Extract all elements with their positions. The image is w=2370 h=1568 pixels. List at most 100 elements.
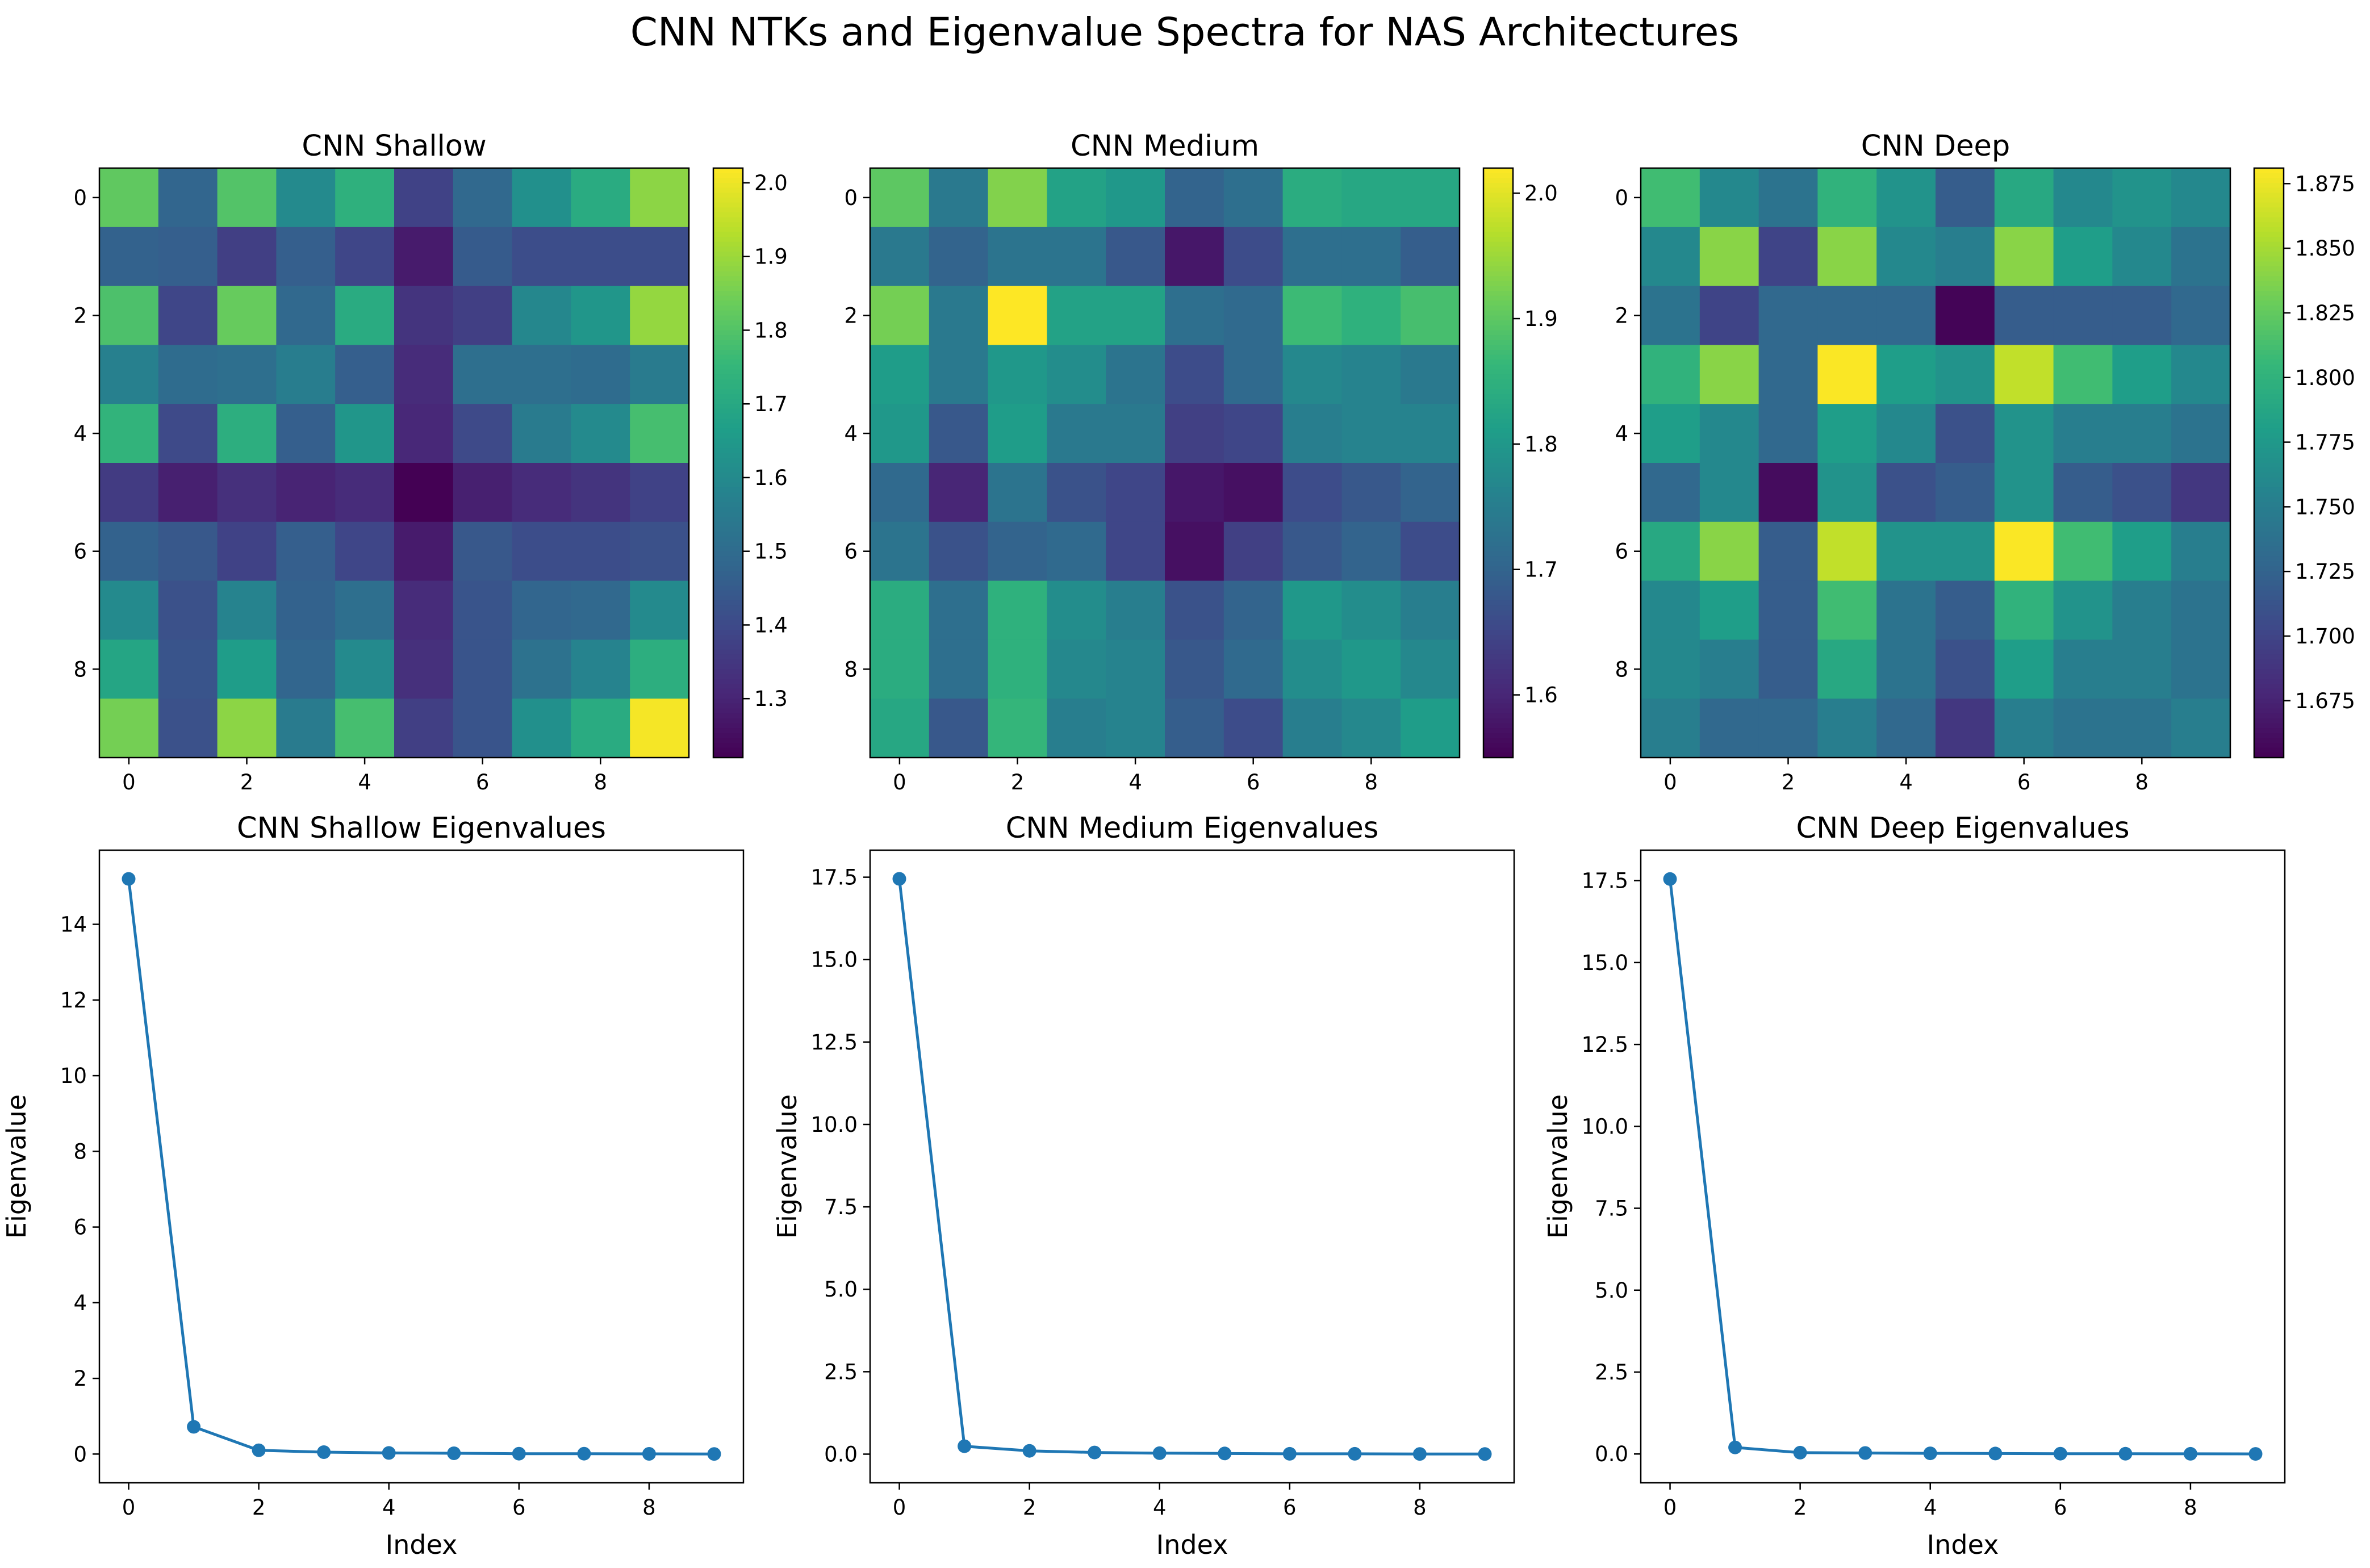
y-tick-label: 7.5	[1595, 1197, 1628, 1221]
colorbar-segment	[713, 178, 743, 183]
heatmap-cell	[2171, 580, 2231, 640]
colorbar-segment	[713, 541, 743, 547]
colorbar-segment	[1483, 492, 1513, 498]
heatmap-cell	[870, 286, 930, 345]
colorbar-segment	[1483, 561, 1513, 567]
colorbar-segment	[2254, 571, 2284, 576]
colorbar-segment	[1483, 699, 1513, 704]
colorbar-segment	[1483, 345, 1513, 350]
heatmap-cell	[1876, 580, 1936, 640]
colorbar-tick-label: 1.775	[2295, 430, 2355, 455]
colorbar-segment	[2254, 359, 2284, 365]
colorbar-segment	[2254, 551, 2284, 557]
colorbar-segment	[713, 306, 743, 311]
colorbar-segment	[2254, 467, 2284, 473]
heatmap-cell	[1641, 404, 1700, 463]
heatmap-cell	[217, 639, 277, 699]
heatmap-cell	[1699, 463, 1759, 522]
colorbar-segment	[713, 252, 743, 257]
heatmap-cell	[2171, 463, 2231, 522]
x-tick-label: 4	[1128, 770, 1142, 795]
colorbar-segment	[2254, 482, 2284, 488]
colorbar-segment	[2254, 620, 2284, 626]
colorbar-segment	[713, 674, 743, 680]
colorbar-segment	[1483, 688, 1513, 695]
colorbar-segment	[1483, 536, 1513, 542]
colorbar-segment	[1483, 261, 1513, 267]
colorbar-tick-label: 2.0	[754, 171, 788, 195]
heatmap-cell	[1282, 463, 1342, 522]
eigenvalue-point	[577, 1446, 591, 1461]
heatmap-cell	[1641, 699, 1700, 758]
colorbar-segment	[1483, 659, 1513, 665]
x-tick-label: 6	[2017, 770, 2031, 795]
heatmap-cell	[2171, 227, 2231, 287]
colorbar-segment	[713, 600, 743, 606]
heatmap-cell	[1401, 168, 1460, 228]
colorbar-segment	[2254, 634, 2284, 640]
colorbar-segment	[2254, 384, 2284, 390]
colorbar-segment	[2254, 487, 2284, 493]
heatmap-cell	[1817, 699, 1877, 758]
heatmap-cell	[1047, 699, 1106, 758]
heatmap-cell	[1282, 521, 1342, 582]
colorbar-segment	[2254, 173, 2284, 178]
colorbar-segment	[713, 620, 743, 626]
colorbar-segment	[713, 453, 743, 458]
heatmap-cell	[453, 404, 513, 463]
x-tick-label: 8	[1413, 1495, 1427, 1520]
colorbar-tick-label: 1.3	[754, 687, 788, 711]
y-axis-label: Eigenvalue	[1, 1094, 32, 1239]
colorbar-segment	[1483, 365, 1513, 370]
colorbar-segment	[2254, 492, 2284, 498]
colorbar-tick-label: 1.6	[1524, 683, 1558, 708]
colorbar-segment	[2254, 473, 2284, 478]
heatmap-cell	[394, 345, 454, 404]
colorbar-segment	[1483, 645, 1513, 650]
colorbar-segment	[2254, 708, 2284, 714]
colorbar-segment	[713, 595, 743, 601]
y-tick-label: 0	[73, 1442, 87, 1466]
heatmap-cell	[512, 345, 571, 404]
colorbar-segment	[713, 610, 743, 616]
heatmap-cell	[988, 404, 1047, 463]
colorbar-segment	[713, 497, 743, 503]
heatmap-cell	[453, 286, 513, 345]
colorbar-segment	[2254, 306, 2284, 311]
heatmap-cell	[1401, 521, 1460, 582]
heatmap-cell	[988, 521, 1047, 582]
colorbar-segment	[713, 517, 743, 522]
colorbar-segment	[713, 256, 743, 262]
colorbar-segment	[2254, 340, 2284, 345]
heatmap-cell	[1401, 286, 1460, 345]
colorbar-segment	[1483, 634, 1513, 640]
heatmap-cell	[276, 463, 336, 522]
heatmap-cell	[99, 699, 159, 758]
x-tick-label: 6	[1283, 1495, 1297, 1520]
colorbar-segment	[713, 300, 743, 306]
colorbar-segment	[1483, 738, 1513, 743]
colorbar-segment	[1483, 664, 1513, 670]
colorbar-segment	[1483, 295, 1513, 302]
colorbar-segment	[1483, 723, 1513, 729]
heatmap-cell	[1994, 286, 2054, 345]
colorbar-segment	[713, 463, 743, 469]
colorbar-tick-label: 2.0	[1524, 181, 1558, 206]
colorbar-segment	[2254, 295, 2284, 302]
colorbar-tick-label: 1.700	[2295, 624, 2355, 649]
colorbar-tick-label: 1.675	[2295, 689, 2355, 713]
colorbar-tick-label: 1.5	[754, 540, 788, 564]
heatmap-cell	[1994, 227, 2054, 287]
colorbar-segment	[713, 217, 743, 223]
heatmap-cell	[988, 168, 1047, 228]
heatmap-cell	[1936, 580, 1995, 640]
colorbar-segment	[1483, 419, 1513, 424]
colorbar-segment	[1483, 217, 1513, 223]
eigenvalue-point	[1022, 1444, 1036, 1458]
y-tick-label: 7.5	[824, 1195, 858, 1219]
colorbar-tick-label: 1.875	[2295, 172, 2355, 196]
colorbar-segment	[713, 369, 743, 375]
heatmap-cell	[988, 699, 1047, 758]
heatmap-cell	[217, 168, 277, 228]
